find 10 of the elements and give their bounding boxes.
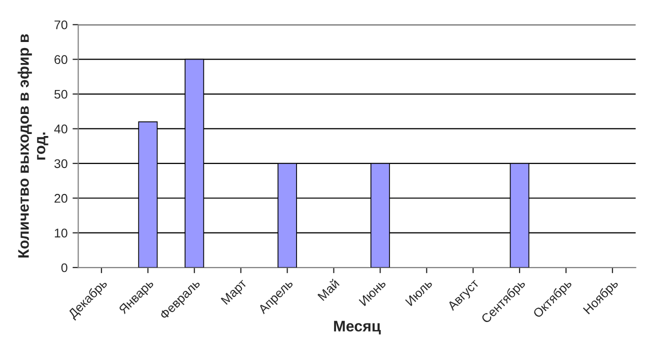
y-tick-label: 10 [54,228,68,238]
y-tick-label: 20 [54,194,68,203]
y-tick-label: 30 [54,159,68,168]
y-tick-label: 70 [54,20,68,30]
y-tick-label: 0 [61,263,68,272]
y-axis-title: Количетво выходов в эфир в год. [18,34,48,258]
y-tick-label: 50 [54,90,68,99]
y-tick-label: 60 [54,55,68,64]
y-tick-label: 40 [54,124,68,134]
x-axis-title: Месяц [334,320,381,334]
